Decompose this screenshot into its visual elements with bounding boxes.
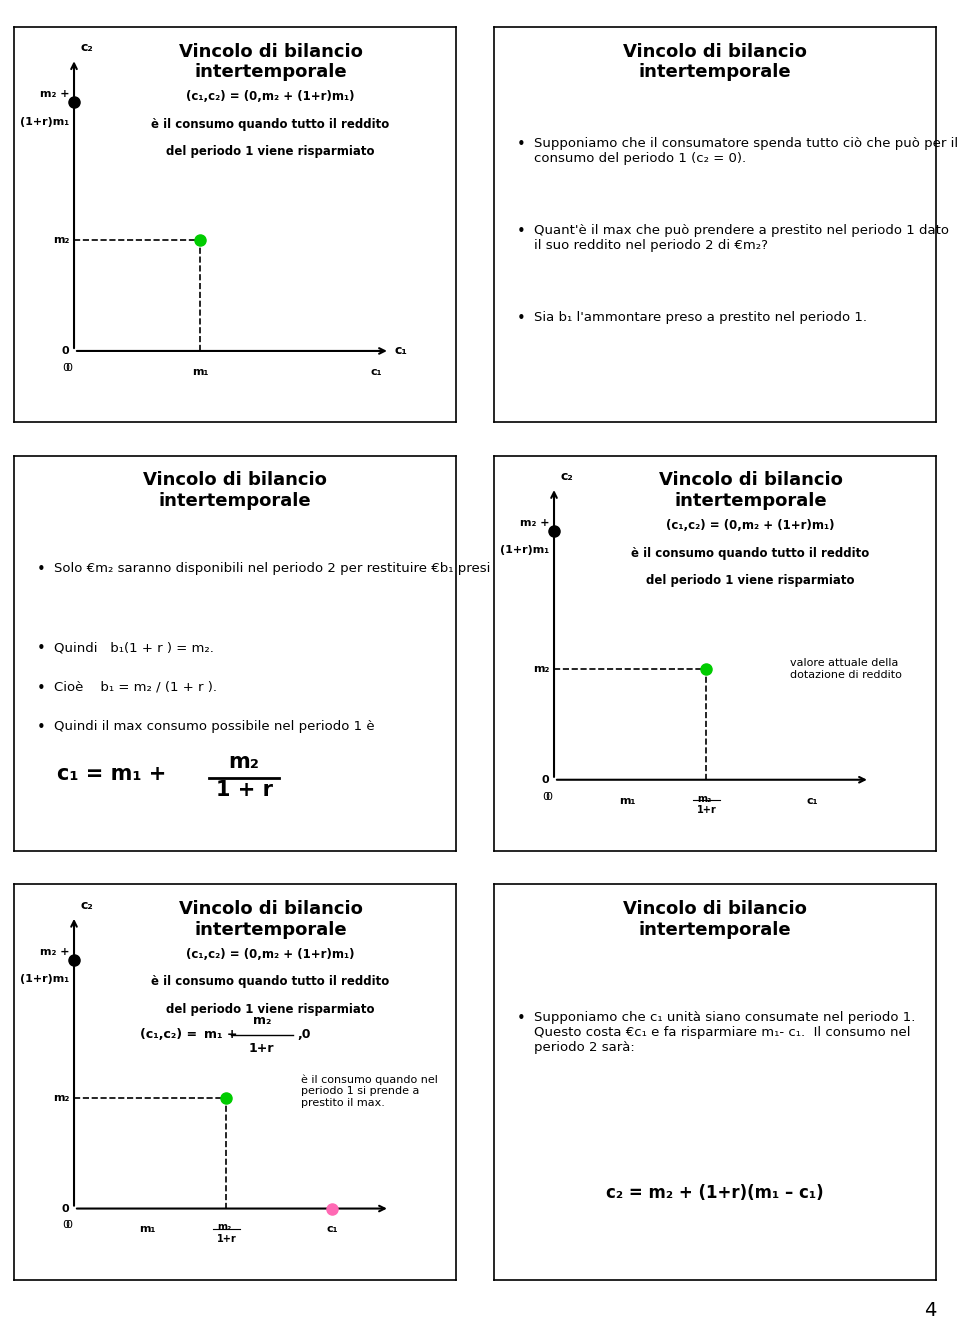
Text: (c₁,c₂) =: (c₁,c₂) = (140, 1028, 198, 1041)
Text: m₂ +: m₂ + (40, 88, 70, 99)
Text: 1 + r: 1 + r (216, 780, 273, 800)
Text: Supponiamo che il consumatore spenda tutto ciò che può per il consumo del period: Supponiamo che il consumatore spenda tut… (534, 138, 958, 165)
Text: è il consumo quando tutto il reddito: è il consumo quando tutto il reddito (152, 118, 390, 131)
Text: Solo €m₂ saranno disponibili nel periodo 2 per restituire €b₁ presi a prestito n: Solo €m₂ saranno disponibili nel periodo… (54, 563, 655, 575)
Text: Vincolo di bilancio
intertemporale: Vincolo di bilancio intertemporale (179, 43, 363, 82)
Text: è il consumo quando tutto il reddito: è il consumo quando tutto il reddito (632, 547, 870, 560)
Text: 1+r: 1+r (697, 805, 716, 816)
Text: •: • (36, 563, 45, 578)
Text: ,0: ,0 (297, 1028, 310, 1041)
Text: 1+r: 1+r (249, 1043, 275, 1055)
Text: c₁ = m₁ +: c₁ = m₁ + (57, 764, 166, 784)
Text: è il consumo quando nel
periodo 1 si prende a
prestito il max.: è il consumo quando nel periodo 1 si pre… (301, 1075, 439, 1108)
Text: 0: 0 (65, 1221, 72, 1230)
Text: m₂: m₂ (697, 793, 711, 804)
Text: •: • (516, 311, 525, 327)
Text: Quindi il max consumo possibile nel periodo 1 è: Quindi il max consumo possibile nel peri… (54, 721, 374, 733)
Text: •: • (516, 224, 525, 240)
Text: 0: 0 (65, 363, 72, 373)
Text: m₁: m₁ (138, 1225, 156, 1234)
Text: c₂: c₂ (561, 470, 573, 484)
Text: (c₁,c₂) = (0,m₂ + (1+r)m₁): (c₁,c₂) = (0,m₂ + (1+r)m₁) (666, 519, 835, 532)
Text: (1+r)m₁: (1+r)m₁ (500, 545, 549, 556)
Text: valore attuale della
dotazione di reddito: valore attuale della dotazione di reddit… (790, 658, 902, 679)
Text: Quant'è il max che può prendere a prestito nel periodo 1 dato il suo reddito nel: Quant'è il max che può prendere a presti… (534, 224, 949, 252)
Text: m₁: m₁ (192, 367, 208, 377)
Text: 1+r: 1+r (217, 1234, 236, 1245)
Text: (1+r)m₁: (1+r)m₁ (20, 974, 70, 985)
Text: Cioè    b₁ = m₂ / (1 + r ).: Cioè b₁ = m₂ / (1 + r ). (54, 681, 217, 694)
Text: è il consumo quando tutto il reddito: è il consumo quando tutto il reddito (152, 976, 390, 989)
Text: c₁: c₁ (371, 367, 382, 377)
Text: c₁: c₁ (326, 1225, 338, 1234)
Text: c₁: c₁ (395, 344, 407, 358)
Text: 4: 4 (924, 1301, 936, 1320)
Text: Vincolo di bilancio
intertemporale: Vincolo di bilancio intertemporale (659, 472, 843, 511)
Text: 0: 0 (62, 1221, 70, 1230)
Text: Vincolo di bilancio
intertemporale: Vincolo di bilancio intertemporale (143, 472, 327, 511)
Text: (1+r)m₁: (1+r)m₁ (20, 117, 70, 127)
Text: m₂ +: m₂ + (40, 946, 70, 957)
Text: c₂: c₂ (81, 899, 93, 913)
Text: Supponiamo che c₁ unità siano consumate nel periodo 1.  Questo costa €c₁ e fa ri: Supponiamo che c₁ unità siano consumate … (534, 1010, 920, 1053)
Text: •: • (516, 1010, 525, 1026)
Text: (c₁,c₂) = (0,m₂ + (1+r)m₁): (c₁,c₂) = (0,m₂ + (1+r)m₁) (186, 947, 355, 961)
Text: (c₁,c₂) = (0,m₂ + (1+r)m₁): (c₁,c₂) = (0,m₂ + (1+r)m₁) (186, 90, 355, 103)
Text: 0: 0 (542, 792, 549, 801)
Text: m₂: m₂ (533, 665, 549, 674)
Text: del periodo 1 viene risparmiato: del periodo 1 viene risparmiato (166, 1002, 374, 1016)
Text: 0: 0 (62, 363, 70, 373)
Text: c₁: c₁ (806, 796, 818, 805)
Text: m₁ +: m₁ + (204, 1028, 238, 1041)
Text: Sia b₁ l'ammontare preso a prestito nel periodo 1.: Sia b₁ l'ammontare preso a prestito nel … (534, 311, 867, 324)
Text: Quindi   b₁(1 + r ) = m₂.: Quindi b₁(1 + r ) = m₂. (54, 642, 214, 654)
Text: m₂: m₂ (217, 1222, 231, 1233)
Text: Vincolo di bilancio
intertemporale: Vincolo di bilancio intertemporale (179, 900, 363, 939)
Text: m₂: m₂ (228, 752, 259, 772)
Text: m₂: m₂ (53, 236, 70, 245)
Text: del periodo 1 viene risparmiato: del periodo 1 viene risparmiato (166, 145, 374, 158)
Text: m₁: m₁ (618, 796, 636, 805)
Text: m₂: m₂ (252, 1014, 271, 1028)
Text: 0: 0 (62, 346, 70, 356)
Text: •: • (36, 642, 45, 657)
Text: •: • (36, 681, 45, 695)
Text: c₂: c₂ (81, 42, 93, 55)
Text: Vincolo di bilancio
intertemporale: Vincolo di bilancio intertemporale (623, 43, 807, 82)
Text: m₂ +: m₂ + (520, 517, 549, 528)
Text: c₂ = m₂ + (1+r)(m₁ – c₁): c₂ = m₂ + (1+r)(m₁ – c₁) (607, 1183, 824, 1202)
Text: 0: 0 (542, 775, 549, 785)
Text: del periodo 1 viene risparmiato: del periodo 1 viene risparmiato (646, 574, 854, 587)
Text: m₂: m₂ (53, 1093, 70, 1103)
Text: •: • (516, 138, 525, 153)
Text: 0: 0 (545, 792, 552, 801)
Text: Vincolo di bilancio
intertemporale: Vincolo di bilancio intertemporale (623, 900, 807, 939)
Text: 0: 0 (62, 1203, 70, 1214)
Text: •: • (36, 721, 45, 736)
